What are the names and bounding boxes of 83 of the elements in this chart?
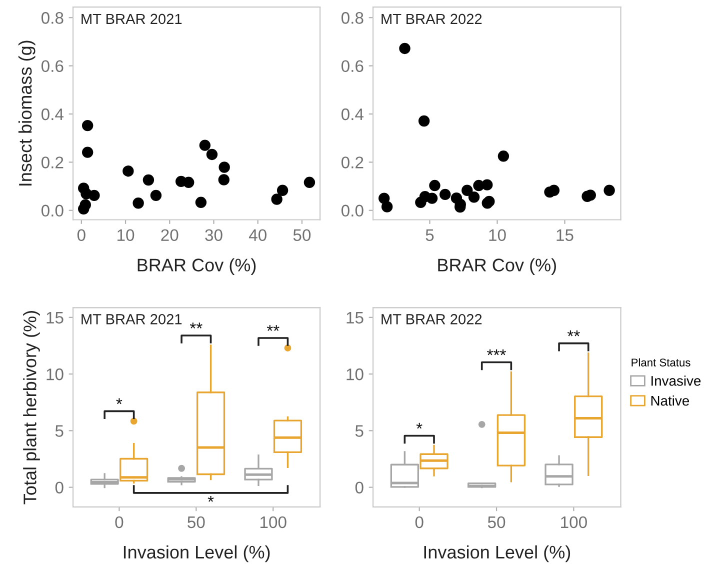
x-tick-label: 10 bbox=[489, 229, 506, 242]
point bbox=[132, 198, 144, 209]
point bbox=[381, 201, 393, 212]
x-tick-label: 100 bbox=[561, 516, 587, 528]
point bbox=[498, 150, 510, 162]
chart-title: MT BRAR 2021 bbox=[82, 314, 182, 324]
annotation: *** bbox=[487, 349, 506, 356]
y-tick-label: 0.6 bbox=[41, 60, 64, 72]
chart-title: MT BRAR 2022 bbox=[382, 314, 482, 324]
legend-label: Native bbox=[651, 395, 689, 406]
x-tick-label: 15 bbox=[556, 229, 574, 242]
y-tick-label: 0.0 bbox=[41, 204, 64, 217]
x-axis-title: Invasion Level (%) bbox=[424, 545, 570, 562]
annotation: * bbox=[208, 496, 214, 502]
x-axis-title: Invasion Level (%) bbox=[124, 545, 270, 562]
y-tick-label: 0 bbox=[55, 482, 64, 494]
annotation: * bbox=[416, 422, 422, 429]
y-axis-title: Total plant herbivory (%) bbox=[23, 311, 40, 504]
legend-label: Invasive bbox=[652, 376, 701, 386]
x-tick-label: 40 bbox=[248, 229, 266, 242]
annotation: ** bbox=[190, 322, 202, 328]
point bbox=[304, 176, 316, 188]
x-tick-label: 50 bbox=[188, 516, 205, 528]
point bbox=[218, 162, 230, 173]
annotation: ** bbox=[266, 325, 280, 331]
point bbox=[604, 184, 615, 196]
point bbox=[468, 192, 480, 203]
point bbox=[271, 194, 282, 205]
y-tick-label: 10 bbox=[46, 368, 64, 380]
y-tick-label: 0.4 bbox=[341, 108, 364, 120]
point bbox=[429, 180, 440, 192]
point bbox=[548, 184, 560, 196]
point bbox=[206, 148, 218, 160]
point bbox=[276, 184, 288, 196]
x-axis-title: BRAR Cov (%) bbox=[438, 258, 556, 276]
point bbox=[88, 190, 100, 202]
y-tick-label: 10 bbox=[346, 368, 364, 380]
point bbox=[462, 184, 473, 196]
y-tick-label: 0.4 bbox=[41, 108, 64, 120]
x-axis-title: BRAR Cov (%) bbox=[138, 258, 256, 276]
x-tick-label: 5 bbox=[426, 229, 434, 242]
x-tick-label: 30 bbox=[205, 229, 222, 242]
x-tick-label: 100 bbox=[260, 516, 286, 528]
point bbox=[122, 165, 134, 177]
point bbox=[150, 190, 162, 202]
legend-title: Plant Status bbox=[632, 358, 690, 366]
point bbox=[426, 192, 438, 204]
point bbox=[199, 140, 211, 151]
y-tick-label: 0 bbox=[355, 482, 364, 494]
y-tick-label: 5 bbox=[355, 425, 364, 437]
point bbox=[142, 174, 154, 186]
x-tick-label: 50 bbox=[293, 229, 311, 242]
annotation: * bbox=[116, 398, 122, 404]
y-tick-label: 0.6 bbox=[341, 60, 364, 72]
point bbox=[82, 146, 94, 158]
point bbox=[440, 188, 451, 200]
x-tick-label: 10 bbox=[118, 229, 134, 242]
chart-title: MT BRAR 2022 bbox=[382, 14, 482, 24]
y-tick-label: 5 bbox=[55, 425, 64, 437]
y-tick-label: 0.2 bbox=[41, 156, 64, 168]
x-tick-label: 0 bbox=[415, 516, 424, 528]
point bbox=[78, 203, 90, 215]
point bbox=[195, 196, 207, 208]
point bbox=[418, 115, 430, 127]
y-axis-title: Insect biomass (g) bbox=[18, 40, 36, 186]
point bbox=[399, 42, 410, 54]
y-tick-label: 15 bbox=[346, 312, 364, 324]
y-tick-label: 0.2 bbox=[341, 156, 364, 168]
y-tick-label: 0.8 bbox=[41, 12, 64, 24]
x-tick-label: 20 bbox=[161, 229, 178, 242]
x-tick-label: 50 bbox=[488, 516, 506, 528]
y-tick-label: 15 bbox=[46, 312, 64, 324]
chart-title: MT BRAR 2021 bbox=[82, 14, 182, 24]
point bbox=[182, 176, 194, 188]
y-tick-label: 0.0 bbox=[341, 204, 364, 217]
x-tick-label: 0 bbox=[115, 516, 124, 528]
x-tick-label: 0 bbox=[77, 229, 86, 242]
y-tick-label: 0.8 bbox=[341, 12, 364, 24]
point bbox=[482, 179, 493, 190]
point bbox=[82, 120, 94, 132]
point bbox=[378, 192, 390, 204]
annotation: ** bbox=[567, 330, 580, 336]
point bbox=[218, 174, 230, 186]
